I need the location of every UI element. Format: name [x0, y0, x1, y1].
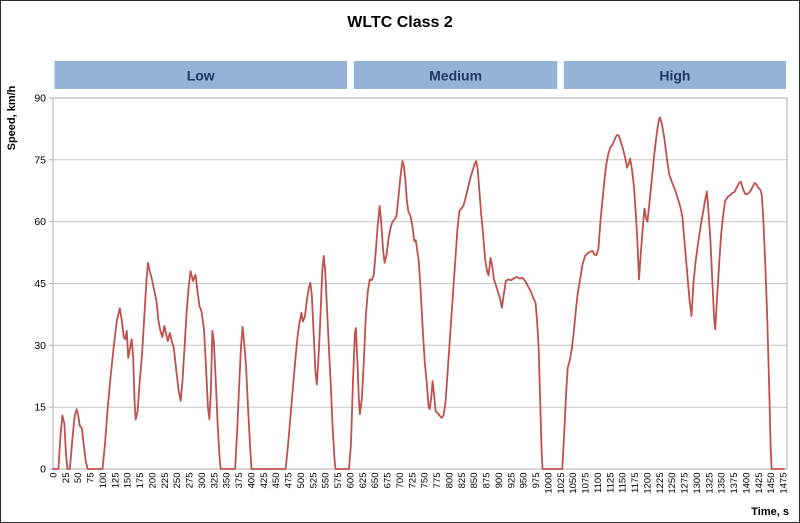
phase-band-medium [353, 61, 558, 89]
x-tick-label-775: 775 [432, 473, 443, 489]
x-tick-label-1475: 1475 [779, 473, 790, 494]
phase-band-high [563, 61, 786, 89]
x-tick-label-1125: 1125 [605, 473, 616, 493]
x-tick-label-825: 825 [457, 473, 468, 489]
x-tick-label-900: 900 [494, 473, 505, 489]
x-tick-label-100: 100 [98, 473, 109, 489]
phase-band-low [54, 61, 347, 89]
chart-title: WLTC Class 2 [347, 14, 453, 31]
y-tick-label-15: 15 [34, 402, 46, 414]
x-tick-label-175: 175 [135, 473, 146, 489]
y-tick-label-90: 90 [34, 93, 46, 105]
y-tick-label-30: 30 [34, 340, 46, 352]
x-tick-label-1175: 1175 [630, 473, 641, 493]
x-tick-label-275: 275 [185, 473, 196, 489]
x-tick-label-450: 450 [271, 473, 282, 489]
x-tick-label-875: 875 [482, 473, 493, 489]
x-axis-title: Time, s [751, 506, 789, 518]
x-tick-label-800: 800 [445, 473, 456, 489]
x-tick-label-1350: 1350 [717, 473, 728, 494]
x-tick-label-1025: 1025 [556, 473, 567, 494]
x-tick-label-550: 550 [321, 473, 332, 489]
x-tick-label-975: 975 [531, 473, 542, 489]
y-tick-label-60: 60 [34, 216, 46, 228]
x-tick-label-1200: 1200 [642, 473, 653, 494]
phase-band-label-medium: Medium [429, 68, 482, 84]
x-tick-label-725: 725 [407, 473, 418, 489]
x-tick-label-850: 850 [469, 473, 480, 489]
x-tick-label-750: 750 [420, 473, 431, 489]
x-tick-label-1450: 1450 [766, 473, 777, 494]
y-tick-label-0: 0 [40, 464, 46, 476]
x-tick-label-200: 200 [148, 473, 159, 489]
x-tick-label-125: 125 [110, 473, 121, 489]
x-tick-label-1425: 1425 [754, 473, 765, 494]
x-tick-label-475: 475 [284, 473, 295, 489]
x-tick-label-625: 625 [358, 473, 369, 489]
x-tick-label-1000: 1000 [543, 473, 554, 494]
x-tick-label-575: 575 [333, 473, 344, 489]
x-tick-label-1250: 1250 [667, 473, 678, 494]
x-tick-label-1275: 1275 [680, 473, 691, 494]
x-tick-label-1225: 1225 [655, 473, 666, 494]
y-axis-title: Speed, km/h [6, 85, 18, 150]
x-tick-label-1325: 1325 [704, 473, 715, 494]
x-tick-label-425: 425 [259, 473, 270, 489]
x-tick-label-0: 0 [49, 473, 60, 478]
x-tick-label-500: 500 [296, 473, 307, 489]
x-tick-label-1150: 1150 [618, 473, 629, 493]
phase-band-label-low: Low [187, 68, 215, 84]
speed-trace-line [52, 116, 785, 470]
x-tick-label-375: 375 [234, 473, 245, 489]
y-tick-label-75: 75 [34, 154, 46, 166]
x-tick-label-400: 400 [247, 473, 258, 489]
phase-band-label-high: High [659, 68, 690, 84]
x-tick-label-925: 925 [506, 473, 517, 489]
x-tick-label-300: 300 [197, 473, 208, 489]
x-tick-label-1400: 1400 [741, 473, 752, 494]
y-tick-label-45: 45 [34, 278, 46, 290]
x-tick-label-150: 150 [123, 473, 134, 489]
x-tick-label-75: 75 [86, 473, 97, 484]
x-tick-label-700: 700 [395, 473, 406, 489]
x-tick-label-1075: 1075 [581, 473, 592, 494]
x-tick-label-350: 350 [222, 473, 233, 489]
x-tick-label-675: 675 [383, 473, 394, 489]
x-tick-label-1100: 1100 [593, 473, 604, 493]
x-tick-label-525: 525 [308, 473, 319, 489]
x-tick-label-50: 50 [73, 473, 84, 484]
x-tick-label-1050: 1050 [568, 473, 579, 494]
x-tick-label-25: 25 [61, 473, 72, 484]
x-tick-label-1300: 1300 [692, 473, 703, 494]
x-tick-label-250: 250 [172, 473, 183, 489]
x-tick-label-950: 950 [519, 473, 530, 489]
x-tick-label-650: 650 [370, 473, 381, 489]
x-tick-label-225: 225 [160, 473, 171, 489]
x-tick-label-600: 600 [346, 473, 357, 489]
x-tick-label-1375: 1375 [729, 473, 740, 494]
x-tick-label-325: 325 [209, 473, 220, 489]
